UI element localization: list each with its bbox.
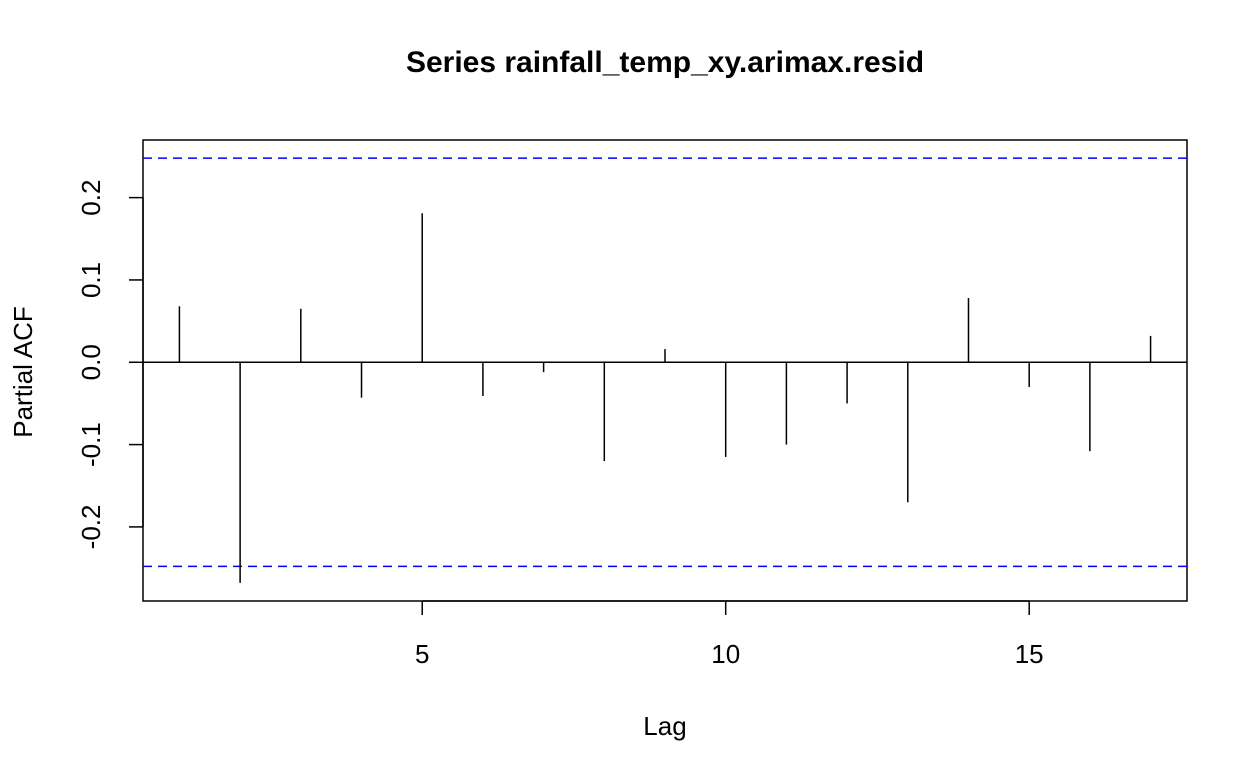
x-tick-label: 10 bbox=[711, 639, 740, 669]
y-tick-label: 0.1 bbox=[76, 262, 106, 298]
chart-marks: 5 10 15 -0.2 -0.1 0.0 0.1 0.2 bbox=[76, 157, 1187, 669]
chart-title: Series rainfall_temp_xy.arimax.resid bbox=[406, 46, 924, 79]
y-tick-label: -0.1 bbox=[76, 422, 106, 467]
y-tick-label: -0.2 bbox=[76, 505, 106, 550]
x-tick-label: 15 bbox=[1015, 639, 1044, 669]
plot-frame bbox=[142, 139, 1188, 602]
y-tick-label: 0.2 bbox=[76, 180, 106, 216]
x-tick-label: 5 bbox=[415, 639, 429, 669]
y-axis-label: Partial ACF bbox=[8, 306, 38, 438]
y-tick-label: 0.0 bbox=[76, 344, 106, 380]
x-axis-label: Lag bbox=[643, 711, 686, 741]
